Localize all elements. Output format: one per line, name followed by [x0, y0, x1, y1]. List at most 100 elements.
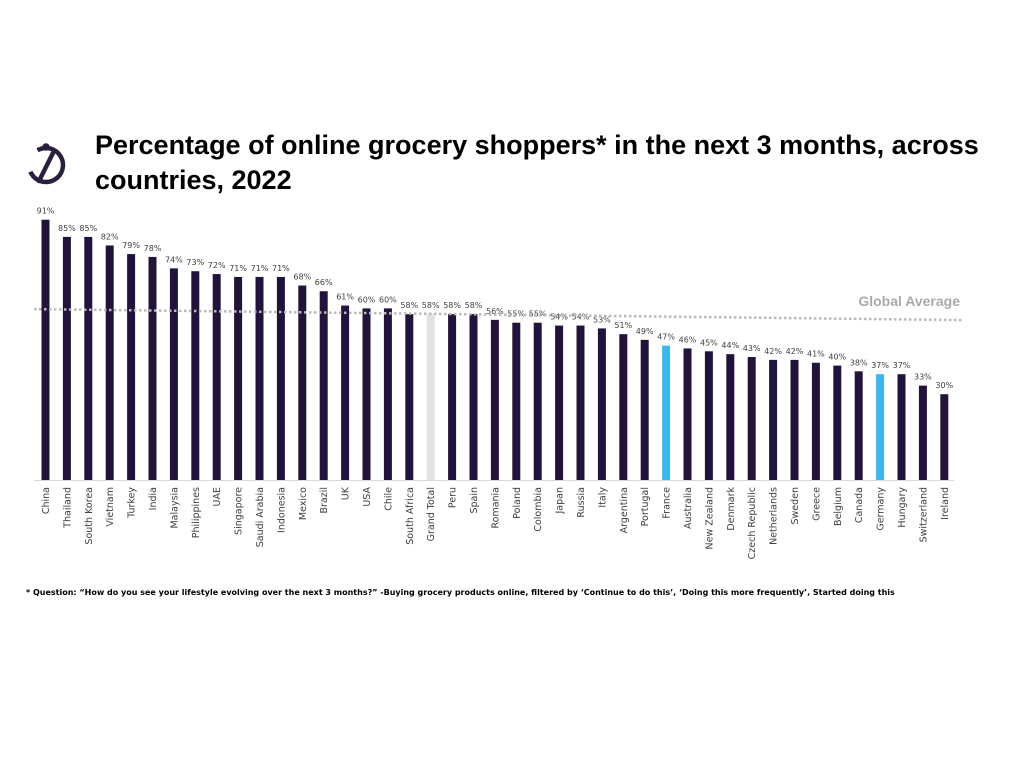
value-label: 38% [850, 358, 868, 367]
category-label: Hungary [897, 487, 908, 528]
bar-greece [811, 362, 820, 480]
value-label: 71% [272, 264, 290, 273]
chart-title: Percentage of online grocery shoppers* i… [95, 130, 979, 195]
category-label: Singapore [234, 487, 245, 535]
bar-south-africa [405, 314, 414, 480]
category-label: Portugal [640, 487, 651, 526]
bar-brazil [319, 291, 328, 480]
category-label: Russia [576, 487, 587, 518]
bar-peru [448, 314, 457, 480]
value-label: 85% [58, 224, 76, 233]
bar-uk [341, 305, 350, 480]
value-label: 61% [336, 293, 354, 302]
bar-russia [576, 325, 585, 480]
bar-turkey [127, 254, 136, 480]
bar-colombia [533, 322, 542, 480]
value-label: 74% [165, 255, 183, 264]
bar-malaysia [169, 268, 178, 480]
category-label: Vietnam [105, 487, 116, 527]
bar-new-zealand [704, 351, 713, 480]
category-label: Sweden [790, 487, 801, 525]
value-label: 85% [79, 224, 97, 233]
footnote: * Question: “How do you see your lifesty… [26, 588, 895, 597]
bar-italy [597, 328, 606, 480]
value-label: 47% [657, 333, 675, 342]
category-label: India [148, 487, 159, 510]
category-label: Mexico [298, 487, 309, 520]
value-label: 82% [101, 232, 119, 241]
category-label: France [662, 487, 673, 519]
value-label: 37% [893, 361, 911, 370]
bar-indonesia [276, 276, 285, 480]
brand-logo-icon [26, 143, 66, 185]
category-label: New Zealand [704, 487, 715, 549]
bar-denmark [726, 354, 735, 480]
bar-sweden [790, 359, 799, 480]
value-label: 54% [572, 313, 590, 322]
category-label: Germany [876, 487, 887, 531]
global-average-label: Global Average [858, 293, 960, 309]
bar-thailand [62, 236, 71, 480]
category-label: Romania [490, 487, 501, 529]
bar-ireland [940, 394, 949, 480]
bar-germany [876, 374, 885, 480]
bar-czech-republic [747, 357, 756, 480]
category-label: Chile [383, 487, 394, 511]
category-label: Netherlands [769, 487, 780, 545]
value-label: 49% [636, 327, 654, 336]
bar-australia [683, 348, 692, 480]
value-label: 91% [37, 207, 55, 216]
bar-grand-total [426, 314, 435, 480]
value-label: 58% [400, 301, 418, 310]
category-label: Poland [512, 487, 523, 519]
bar-singapore [234, 276, 243, 480]
bar-poland [512, 322, 521, 480]
category-label: South Africa [405, 487, 416, 545]
value-label: 55% [529, 310, 547, 319]
bar-france [662, 345, 671, 480]
category-label: Saudi Arabia [255, 487, 266, 547]
value-label: 41% [807, 350, 825, 359]
bar-south-korea [84, 236, 93, 480]
category-label: Canada [854, 487, 865, 523]
bar-china [41, 219, 50, 481]
value-label: 30% [935, 381, 953, 390]
category-label: Switzerland [918, 487, 929, 542]
category-label: Grand Total [426, 487, 437, 541]
value-label: 58% [422, 301, 440, 310]
value-label: 58% [443, 301, 461, 310]
value-label: 37% [871, 361, 889, 370]
category-label: Turkey [127, 487, 138, 519]
bar-saudi-arabia [255, 276, 264, 480]
category-label: Brazil [319, 487, 330, 514]
value-label: 46% [679, 335, 697, 344]
bar-belgium [833, 365, 842, 480]
bar-spain [469, 314, 478, 480]
bar-canada [854, 371, 863, 480]
category-label: Denmark [726, 487, 737, 531]
value-label: 58% [465, 301, 483, 310]
category-label: South Korea [84, 487, 95, 545]
value-label: 54% [550, 313, 568, 322]
value-label: 53% [593, 315, 611, 324]
category-label: UK [341, 486, 352, 500]
category-label: Malaysia [169, 487, 180, 529]
category-label: Australia [683, 487, 694, 529]
category-label: Ireland [940, 487, 951, 520]
category-label: Peru [448, 487, 459, 508]
category-label: Indonesia [276, 487, 287, 533]
category-label: Czech Republic [747, 487, 758, 559]
bar-chart: 91% China 85% Thailand 85% South Korea 82% Viet… [33, 207, 963, 559]
bar-india [148, 256, 157, 480]
value-label: 43% [743, 344, 761, 353]
value-label: 45% [700, 338, 718, 347]
value-label: 73% [186, 258, 204, 267]
value-label: 42% [764, 347, 782, 356]
category-label: Belgium [833, 487, 844, 526]
value-label: 66% [315, 278, 333, 287]
category-label: Philippines [191, 487, 202, 538]
bar-portugal [640, 339, 649, 480]
bar-argentina [619, 334, 628, 480]
value-label: 40% [828, 353, 846, 362]
category-label: Thailand [62, 487, 73, 529]
